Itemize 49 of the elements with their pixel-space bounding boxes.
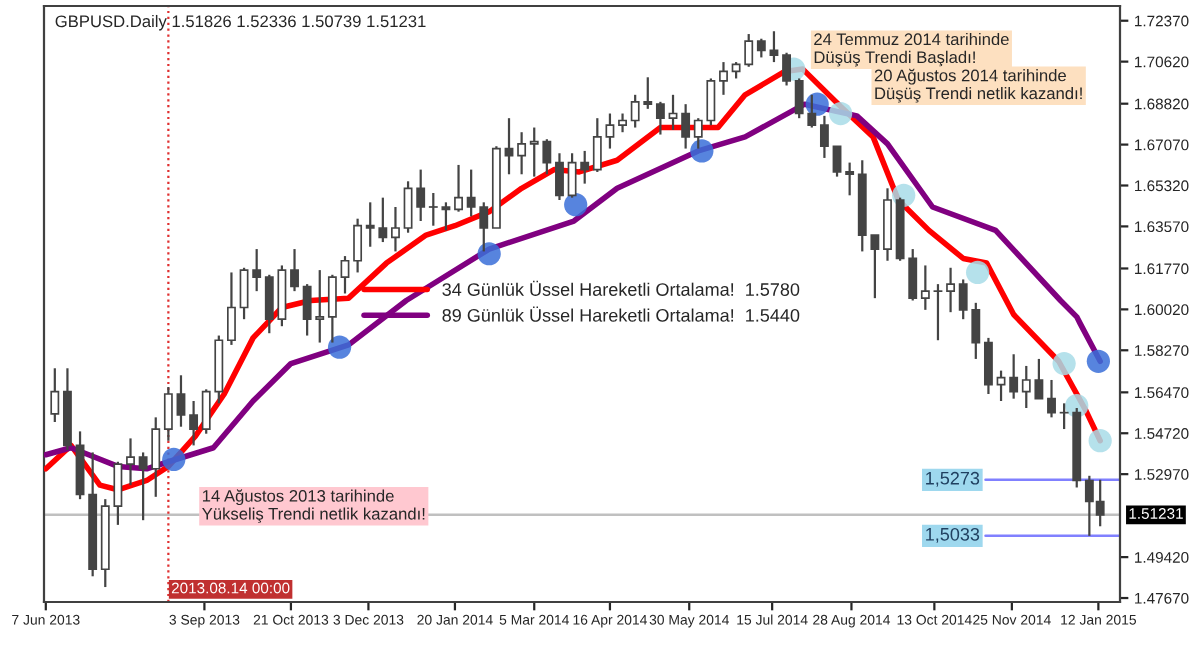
annotation: 20 Ağustos 2014 tarihinde Düşüş Trendi netlik kazandı! bbox=[874, 68, 1082, 103]
candlestick bbox=[163, 385, 173, 442]
candlestick bbox=[845, 161, 855, 197]
candlestick bbox=[946, 266, 956, 314]
candlestick bbox=[327, 273, 337, 344]
point bbox=[1088, 429, 1112, 453]
point bbox=[690, 139, 714, 163]
point bbox=[1052, 351, 1076, 376]
text: GBPUSD.Daily 1.51826 1.52336 1.50739 1.51231 bbox=[55, 14, 426, 31]
candlestick bbox=[618, 112, 627, 134]
candlestick bbox=[756, 37, 766, 59]
candlestick bbox=[933, 283, 943, 342]
point bbox=[1086, 349, 1110, 373]
point bbox=[564, 193, 588, 217]
candlestick bbox=[391, 205, 400, 253]
candlestick bbox=[252, 247, 262, 293]
annotation: 14 Ağustos 2013 tarihinde Yükseliş Trendi netlik kazandı! bbox=[202, 489, 425, 524]
candlestick bbox=[290, 247, 299, 293]
candlestick bbox=[819, 114, 829, 160]
candlestick bbox=[227, 271, 236, 347]
candlestick bbox=[782, 51, 792, 87]
point bbox=[162, 447, 186, 472]
candlestick bbox=[983, 336, 993, 396]
candlestick bbox=[920, 264, 930, 311]
candlestick bbox=[1009, 353, 1019, 400]
legend-label: 34 Günlük Üssel Hareketli Ortalama! 1.5780 bbox=[442, 280, 800, 296]
annotation: 24 Temmuz 2014 tarihinde Düşüş Trendi Başladı! bbox=[814, 32, 1009, 67]
candlestick bbox=[176, 374, 186, 428]
candlestick bbox=[353, 217, 363, 274]
candlestick bbox=[126, 437, 135, 487]
candlestick bbox=[832, 145, 842, 178]
candlestick bbox=[189, 399, 199, 447]
candlestick bbox=[517, 131, 527, 176]
candlestick bbox=[1047, 378, 1056, 419]
ref-line-label: 1,5273 bbox=[926, 471, 980, 487]
candlestick bbox=[454, 163, 463, 213]
candlestick bbox=[655, 100, 665, 136]
candlestick bbox=[239, 266, 249, 321]
candlestick bbox=[681, 103, 691, 150]
point bbox=[965, 260, 990, 285]
ref-line-label: 1,5033 bbox=[926, 527, 980, 543]
candlestick bbox=[340, 254, 350, 295]
candlestick bbox=[555, 152, 564, 202]
candlestick bbox=[50, 367, 60, 424]
point bbox=[327, 335, 352, 359]
candlestick bbox=[719, 60, 728, 96]
point bbox=[829, 101, 853, 126]
point bbox=[477, 242, 501, 266]
legend-label: 89 Günlük Üssel Hareketli Ortalama! 1.5440 bbox=[442, 306, 800, 322]
